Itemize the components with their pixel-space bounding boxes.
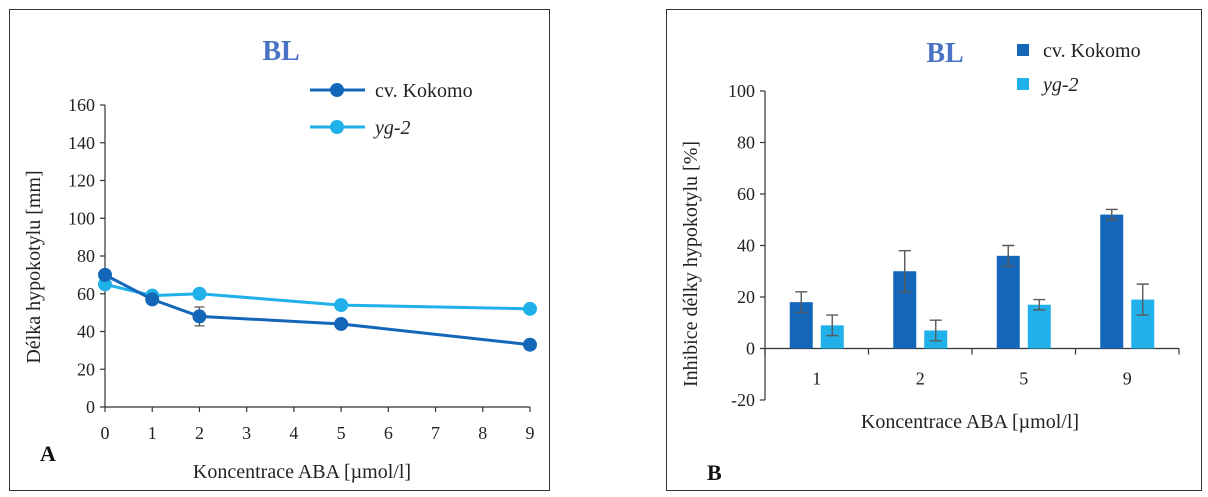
bar-series-1 [789,302,813,349]
legend-label-1: cv. Kokomo [375,80,473,102]
error-bar [1002,244,1015,267]
chart-panel-b: BL Inhibice délky hypokotylu [%] Koncent… [666,9,1202,491]
data-point-1 [145,292,160,307]
x-tick-label-a: 4 [289,423,298,443]
y-axis-title-b: Inhibice délky hypokotylu [%] [680,141,702,387]
chart-title-a: BL [262,36,299,67]
x-tick-label-a: 3 [242,423,251,443]
data-point-1 [334,316,349,331]
x-tick-label-a: 7 [431,423,440,443]
legend-swatch-2 [1017,78,1029,90]
bar-series-1 [1100,214,1124,349]
bar-chart: BL Inhibice délky hypokotylu [%] Koncent… [680,38,1180,485]
x-tick-label-a: 6 [384,423,393,443]
y-tick-label-b: 60 [737,184,755,204]
data-point-1 [192,309,207,324]
y-tick-label-b: -20 [731,390,755,410]
data-point-1 [523,337,537,352]
chart-title-b: BL [926,38,963,69]
y-tick-label-a: 120 [68,171,95,191]
bar-series-1 [996,255,1020,349]
x-tick-label-b: 9 [1123,369,1132,389]
panel-label-a: A [40,441,56,466]
x-tick-label-a: 1 [148,423,157,443]
x-tick-label-a: 0 [101,423,110,443]
data-point-2 [334,298,349,313]
error-bar [826,314,839,337]
bar-series-1 [893,271,917,349]
error-bar [1136,283,1149,316]
y-tick-label-b: 20 [737,287,755,307]
line-chart: BL Délka hypokotylu [mm] Koncentrace ABA… [23,36,537,483]
y-tick-label-a: 100 [68,208,95,228]
y-tick-label-b: 80 [737,133,755,153]
panel-label-b: B [707,460,722,485]
x-tick-label-b: 2 [916,369,925,389]
y-tick-label-b: 40 [737,236,755,256]
error-bar [929,319,942,342]
bar-series-2 [1027,304,1051,349]
legend-marker-1 [330,83,344,97]
x-axis-title-a: Koncentrace ABA [µmol/l] [193,461,411,483]
error-bar [1033,298,1046,311]
error-bar [795,291,808,314]
y-tick-label-a: 20 [77,359,95,379]
x-axis-title-b: Koncentrace ABA [µmol/l] [861,411,1079,433]
x-tick-label-b: 1 [812,369,821,389]
y-tick-label-a: 40 [77,322,95,342]
bar-series-2 [820,325,844,349]
y-axis-title-a: Délka hypokotylu [mm] [23,170,45,363]
chart-panel-a: BL Délka hypokotylu [mm] Koncentrace ABA… [9,9,550,491]
y-tick-label-a: 0 [86,397,95,417]
legend-label-2: yg-2 [373,117,411,139]
x-tick-label-a: 8 [478,423,487,443]
data-point-2 [523,301,537,316]
y-tick-label-a: 140 [68,133,95,153]
legend-label-b-2: yg-2 [1041,74,1079,96]
y-tick-label-a: 80 [77,246,95,266]
x-tick-label-b: 5 [1019,369,1028,389]
x-tick-label-a: 9 [526,423,535,443]
series-line-1 [104,273,531,347]
y-tick-label-b: 100 [728,81,755,101]
legend-label-b-1: cv. Kokomo [1043,40,1141,62]
error-bar [1105,208,1118,221]
x-tick-label-a: 2 [195,423,204,443]
legend-swatch-1 [1017,44,1029,56]
x-tick-label-a: 5 [337,423,346,443]
bar-series-2 [1131,299,1155,349]
y-tick-label-b: 0 [746,339,755,359]
data-point-1 [98,267,112,282]
data-point-2 [192,286,207,301]
legend-marker-2 [330,120,344,134]
y-tick-label-a: 160 [68,95,95,115]
y-tick-label-a: 60 [77,284,95,304]
error-bar [898,249,911,293]
